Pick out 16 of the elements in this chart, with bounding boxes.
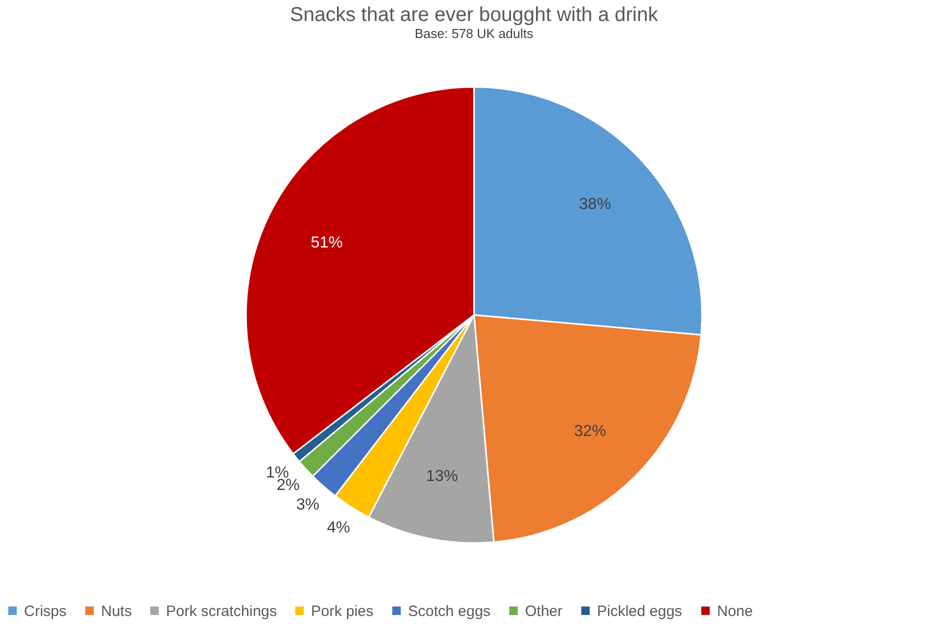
legend-label: Other xyxy=(525,602,563,620)
data-label: 4% xyxy=(327,520,350,537)
chart-title: Snacks that are ever bougght with a drink xyxy=(290,4,659,26)
data-label: 38% xyxy=(579,196,612,214)
legend-label: Scotch eggs xyxy=(408,602,491,620)
legend-label: Crisps xyxy=(24,602,67,620)
legend-label: Pork pies xyxy=(311,602,374,620)
data-label: 13% xyxy=(426,468,458,486)
legend-label: Nuts xyxy=(101,602,132,620)
chart-subtitle: Base: 578 UK adults xyxy=(414,26,534,41)
data-label: 3% xyxy=(296,496,320,514)
legend-label: Pork scratchings xyxy=(166,602,277,620)
legend-label: None xyxy=(717,602,753,620)
legend-label: Pickled eggs xyxy=(597,602,682,620)
data-label: 51% xyxy=(310,234,343,252)
data-label: 32% xyxy=(574,423,606,440)
